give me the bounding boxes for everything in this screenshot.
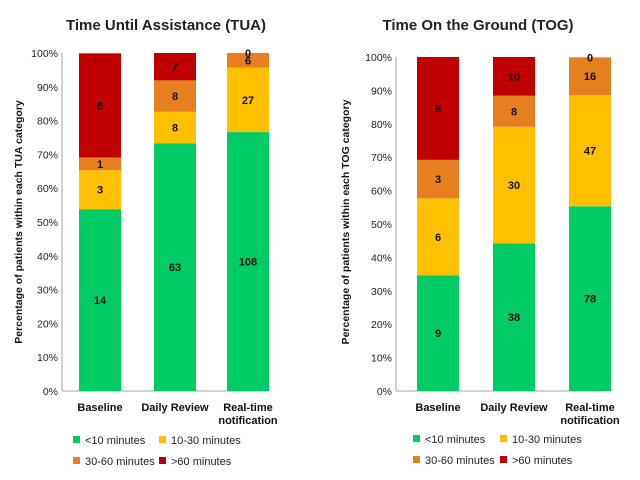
tua-legend-label-lt10: <10 minutes	[85, 435, 146, 447]
tua-y-tick-label: 50%	[37, 217, 58, 229]
tua-y-tick-label: 70%	[37, 149, 58, 161]
tua-data-label-1-10to30: 8	[172, 123, 178, 135]
tog-bar-2-10to30	[569, 95, 611, 207]
tua-x-category-label: Real-time	[223, 402, 273, 414]
tog-x-category-label: Baseline	[415, 402, 460, 414]
tog-data-label-0-lt10: 9	[435, 328, 441, 340]
tog-bar-1-lt10	[493, 243, 535, 391]
tog-data-label-2-30to60: 16	[584, 71, 596, 83]
tua-legend-label-gt60: >60 minutes	[171, 456, 232, 468]
tog-chart-title: Time On the Ground (TOG)	[382, 17, 573, 34]
tog-data-label-2-10to30: 47	[584, 146, 596, 158]
tua-bar-2-lt10	[227, 132, 269, 392]
tog-legend-label-30to60: 30-60 minutes	[425, 455, 495, 467]
tua-legend-swatch-lt10	[73, 436, 80, 443]
tua-legend-swatch-10to30	[159, 436, 166, 443]
tog-legend-label-10to30: 10-30 minutes	[512, 434, 582, 446]
tog-y-tick-label: 100%	[365, 52, 392, 64]
tog-bar-0-lt10	[417, 275, 459, 391]
tog-y-tick-label: 60%	[371, 186, 392, 198]
tog-legend-label-lt10: <10 minutes	[425, 434, 486, 446]
tog-x-category-label: Real-time	[565, 402, 615, 414]
tog-y-axis-label: Percentage of patients within each TOG c…	[340, 99, 352, 344]
tog-bar-0-30to60	[417, 159, 459, 199]
tua-y-tick-label: 0%	[43, 386, 58, 398]
tua-bar-1-lt10	[154, 143, 196, 391]
tog-legend-swatch-30to60	[413, 456, 420, 463]
tua-y-axis-label: Percentage of patients within each TUA c…	[13, 100, 25, 344]
tog-legend-swatch-10to30	[500, 435, 507, 442]
tua-bar-1-gt60	[154, 53, 196, 81]
tog-bar-1-gt60	[493, 57, 535, 96]
tua-data-label-0-lt10: 14	[94, 295, 107, 307]
tua-data-label-0-gt60: 8	[97, 100, 103, 112]
tog-y-tick-label: 80%	[371, 119, 392, 131]
tog-bar-0-gt60	[417, 57, 459, 160]
tua-x-category-label: Baseline	[77, 402, 122, 414]
tua-y-tick-label: 80%	[37, 116, 58, 128]
tog-x-category-label: Daily Review	[480, 402, 548, 414]
tog-y-tick-label: 40%	[371, 252, 392, 264]
tog-data-label-0-10to30: 6	[435, 232, 441, 244]
tog-data-label-2-lt10: 78	[584, 294, 596, 306]
tog-legend-swatch-lt10	[413, 435, 420, 442]
tog-y-tick-label: 20%	[371, 319, 392, 331]
tua-legend-label-30to60: 30-60 minutes	[85, 456, 155, 468]
tua-x-category-label: Daily Review	[141, 402, 209, 414]
tua-data-label-2-10to30: 27	[242, 95, 254, 107]
tog-bar-2-lt10	[569, 206, 611, 391]
tog-y-tick-label: 0%	[377, 386, 392, 398]
tua-data-label-1-lt10: 63	[169, 262, 181, 274]
tog-y-tick-label: 90%	[371, 85, 392, 97]
tua-legend-swatch-gt60	[159, 457, 166, 464]
tog-y-tick-label: 30%	[371, 286, 392, 298]
tua-chart-title: Time Until Assistance (TUA)	[66, 17, 266, 34]
tua-bar-0-30to60	[79, 157, 121, 171]
tua-data-label-2-lt10: 108	[239, 257, 257, 269]
tua-y-tick-label: 100%	[31, 48, 58, 60]
tog-data-label-1-30to60: 8	[511, 106, 517, 118]
tog-y-tick-label: 10%	[371, 353, 392, 365]
tua-bar-1-30to60	[154, 80, 196, 112]
tog-data-label-0-30to60: 3	[435, 174, 441, 186]
tua-bar-0-gt60	[79, 53, 121, 158]
tua-data-label-1-30to60: 8	[172, 91, 178, 103]
tua-x-category-label: notification	[218, 415, 278, 427]
tog-data-label-1-10to30: 30	[508, 180, 520, 192]
tua-bar-1-10to30	[154, 111, 196, 144]
tog-x-category-label: notification	[560, 415, 620, 427]
tua-data-label-0-10to30: 3	[97, 185, 103, 197]
tua-y-tick-label: 40%	[37, 251, 58, 263]
tua-bar-2-30to60	[227, 53, 269, 68]
tog-y-tick-label: 70%	[371, 152, 392, 164]
tua-data-label-1-gt60: 7	[172, 62, 178, 74]
tog-data-label-1-gt60: 10	[508, 71, 520, 83]
tua-y-tick-label: 20%	[37, 318, 58, 330]
tua-bar-0-10to30	[79, 170, 121, 210]
tua-data-label-0-30to60: 1	[97, 159, 103, 171]
tua-data-label-2-gt60: 0	[245, 48, 251, 60]
tua-legend-swatch-30to60	[73, 457, 80, 464]
tog-legend-swatch-gt60	[500, 456, 507, 463]
tua-legend-label-10to30: 10-30 minutes	[171, 435, 241, 447]
tog-bar-1-10to30	[493, 126, 535, 244]
tog-y-tick-label: 50%	[371, 219, 392, 231]
tua-y-tick-label: 10%	[37, 352, 58, 364]
tua-bar-2-10to30	[227, 67, 269, 133]
tog-bar-0-10to30	[417, 198, 459, 276]
tog-legend-label-gt60: >60 minutes	[512, 455, 573, 467]
tua-data-label-2-30to60: 6	[245, 55, 251, 67]
tua-y-tick-label: 90%	[37, 82, 58, 94]
tog-bar-2-30to60	[569, 57, 611, 96]
tua-y-tick-label: 60%	[37, 183, 58, 195]
tog-data-label-2-gt60: 0	[587, 52, 593, 64]
tog-bar-1-30to60	[493, 95, 535, 127]
tua-y-tick-label: 30%	[37, 285, 58, 297]
tua-bar-0-lt10	[79, 209, 121, 391]
tog-data-label-1-lt10: 38	[508, 312, 520, 324]
tog-data-label-0-gt60: 8	[435, 103, 441, 115]
